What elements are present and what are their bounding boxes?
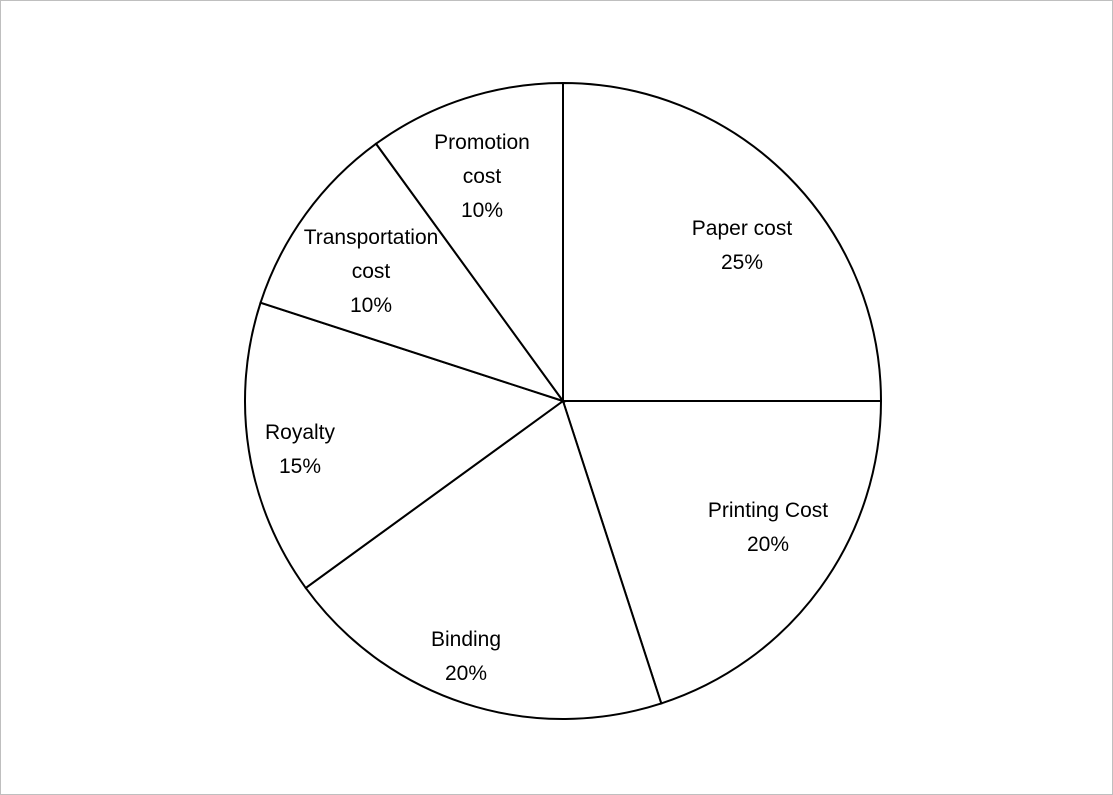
- slice-name-transportation-cost: cost: [352, 260, 391, 283]
- slice-percent-promotion-cost: 10%: [461, 199, 503, 222]
- slice-percent-paper-cost: 25%: [721, 251, 763, 274]
- slice-name-binding: Binding: [431, 628, 501, 651]
- pie-slice-promotion-cost: [374, 81, 564, 405]
- slice-percent-royalty: 15%: [279, 455, 321, 478]
- slice-name-transportation-cost: Transportation: [304, 226, 439, 249]
- slice-percent-binding: 20%: [445, 662, 487, 685]
- slice-name-paper-cost: Paper cost: [692, 217, 793, 240]
- pie-slice-paper-cost: [562, 81, 883, 402]
- slice-label-paper-cost: Paper cost 25%: [692, 217, 793, 274]
- slice-percent-printing-cost: 20%: [747, 533, 789, 556]
- pie-slice-royalty: [243, 301, 566, 590]
- slice-label-royalty: Royalty 15%: [265, 421, 336, 478]
- slice-label-transportation-cost: Transportation cost 10%: [304, 226, 439, 317]
- slice-label-promotion-cost: Promotion cost 10%: [434, 131, 530, 222]
- slice-name-promotion-cost: Promotion: [434, 131, 530, 154]
- slice-name-royalty: Royalty: [265, 421, 336, 444]
- pie-slice-binding: [304, 399, 663, 720]
- slice-label-binding: Binding 20%: [431, 628, 501, 685]
- slice-label-printing-cost: Printing Cost 20%: [708, 499, 828, 556]
- pie-slice-printing-cost: [561, 400, 883, 705]
- slice-name-promotion-cost: cost: [463, 165, 502, 188]
- slice-percent-transportation-cost: 10%: [350, 294, 392, 317]
- pie-slice-transportation-cost: [259, 142, 566, 403]
- slice-name-printing-cost: Printing Cost: [708, 499, 828, 522]
